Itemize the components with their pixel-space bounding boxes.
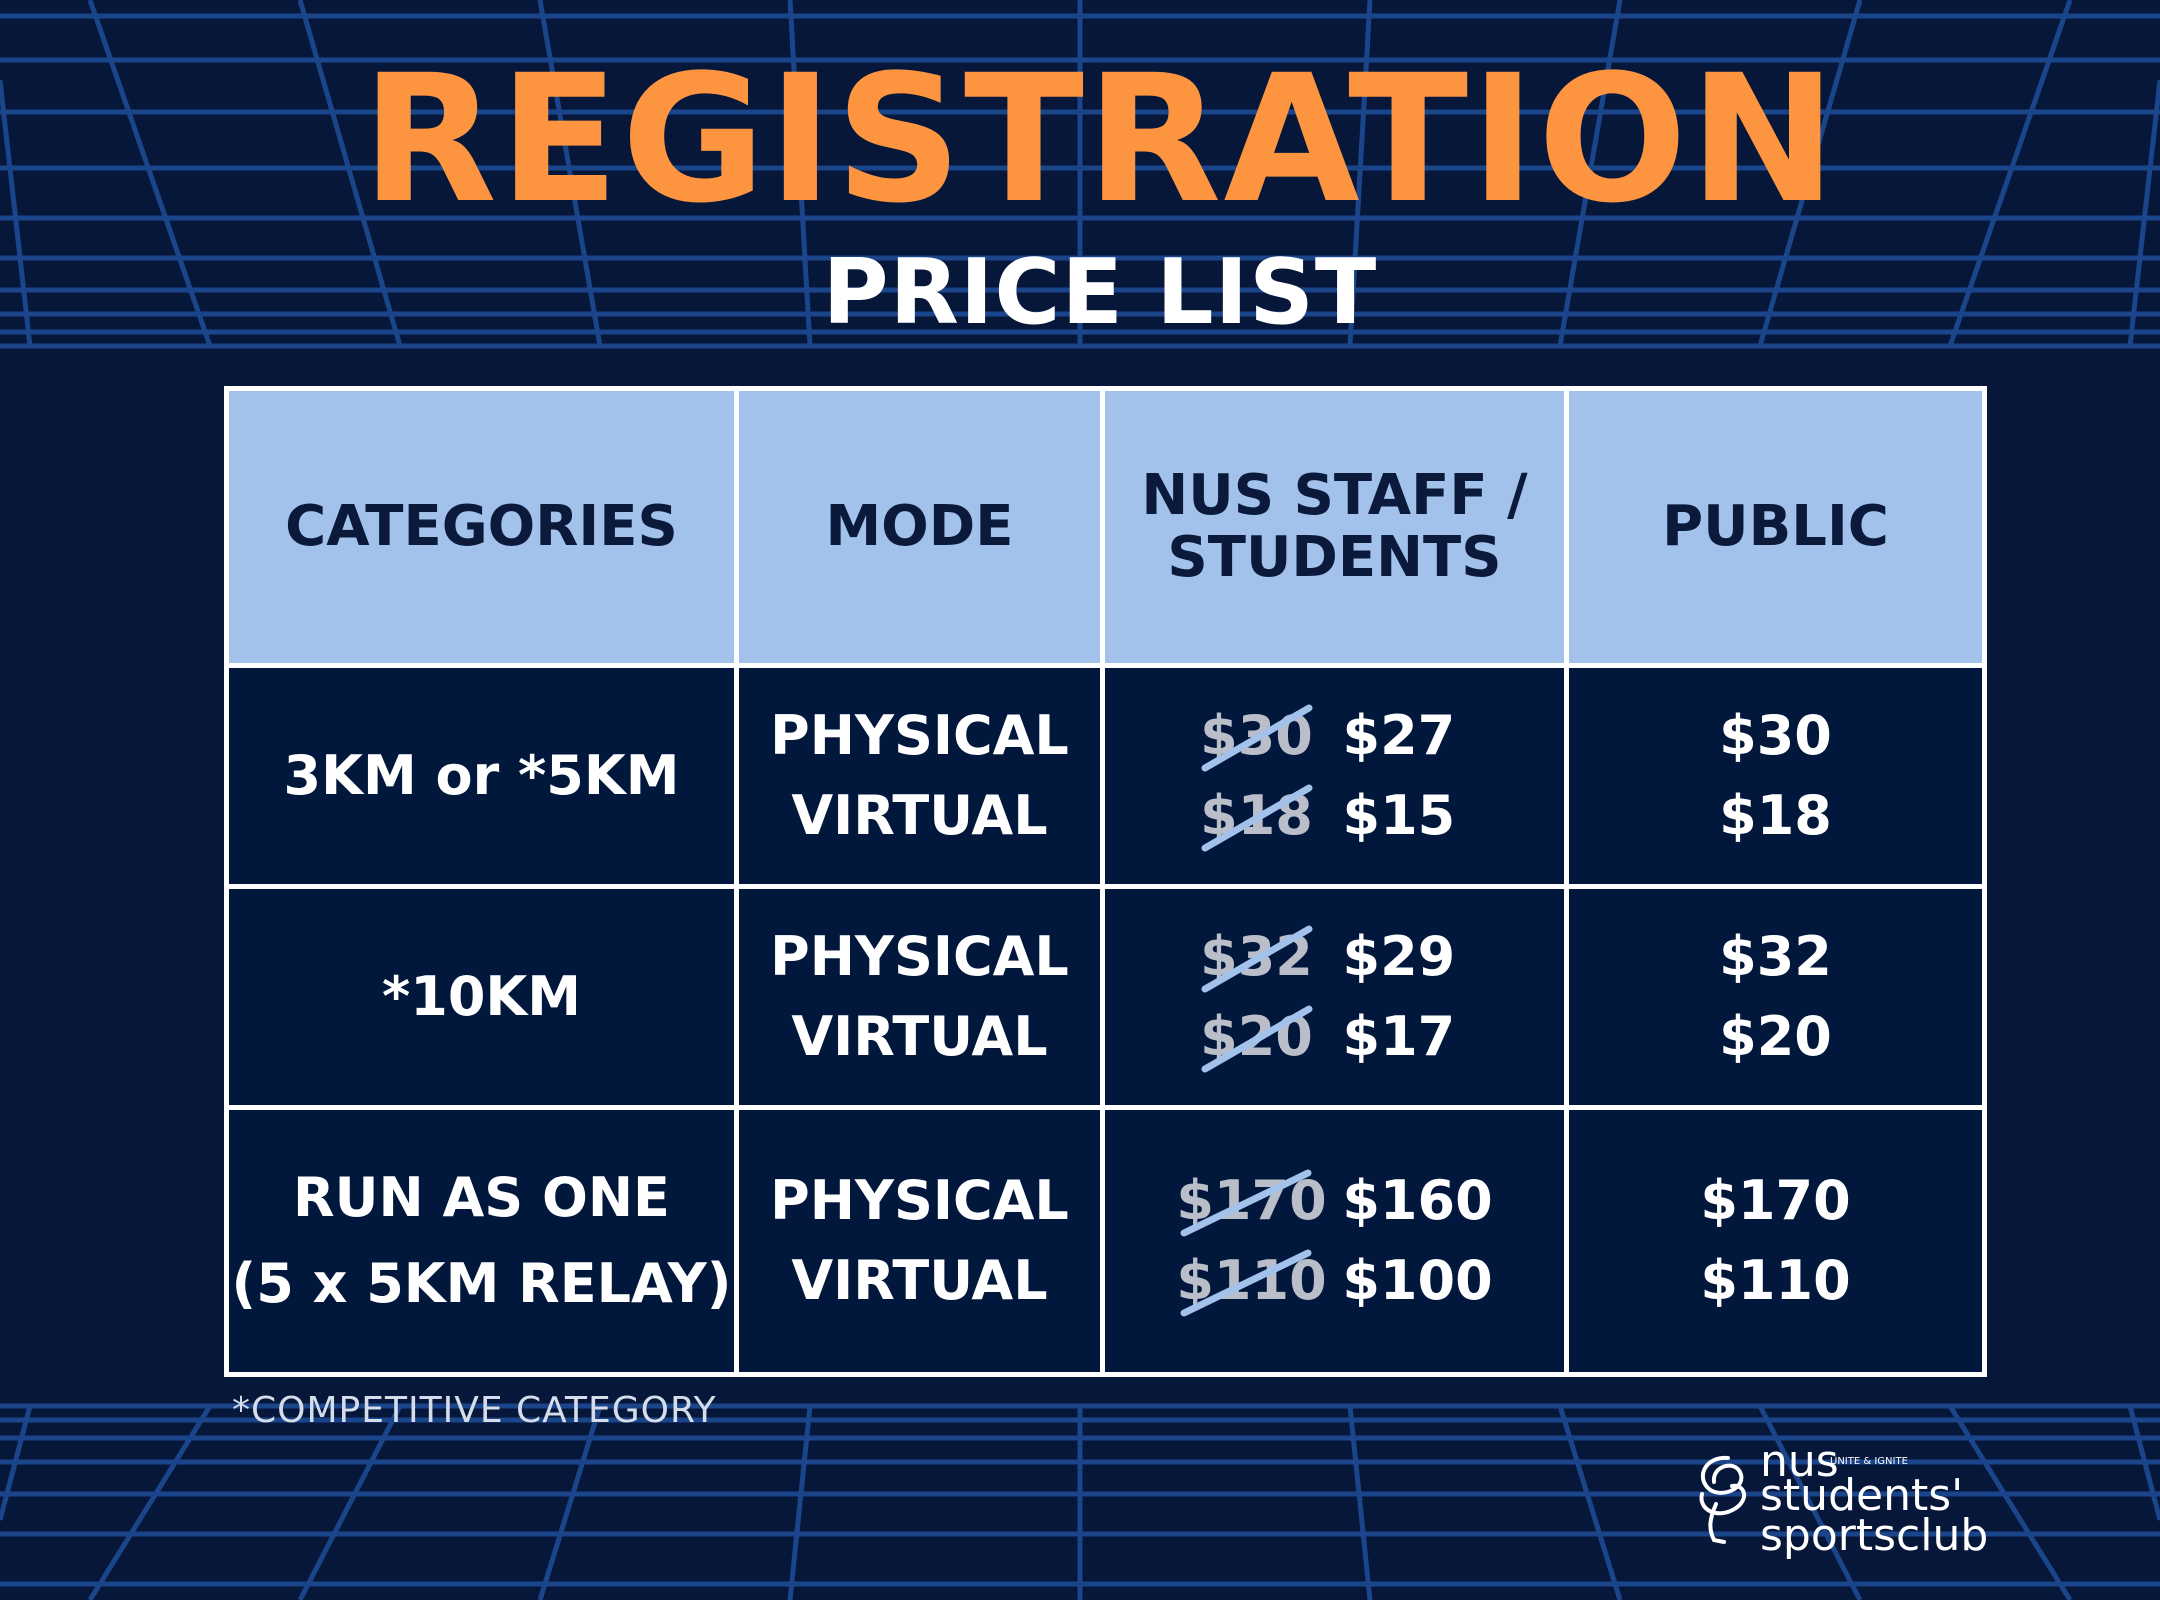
mode-virtual: VIRTUAL [791, 784, 1048, 847]
nus-price-physical: $170 $160 [1105, 1161, 1564, 1241]
discounted-price: $160 [1342, 1169, 1493, 1232]
page-subtitle: PRICE LIST [822, 240, 1378, 345]
nus-price-virtual: $18 $15 [1105, 776, 1564, 856]
category-label: 3KM or *5KM [283, 744, 680, 807]
mode-cell: PHYSICAL VIRTUAL [734, 1105, 1105, 1377]
header-mode: MODE [734, 386, 1105, 668]
nus-price-virtual: $20 $17 [1105, 997, 1564, 1077]
header-public: PUBLIC [1564, 386, 1987, 668]
public-price-physical: $170 [1700, 1169, 1851, 1232]
page-title: REGISTRATION [361, 37, 1839, 242]
discounted-price: $29 [1342, 925, 1456, 988]
discounted-price: $17 [1342, 1005, 1456, 1068]
table-row: 3KM or *5KM PHYSICAL VIRTUAL $30 $27 $18 $… [224, 663, 1987, 889]
logo-students-text: students' [1760, 1470, 1964, 1521]
header-nus-staff-students: NUS STAFF / STUDENTS [1100, 386, 1569, 668]
logo-nus-text: nus [1760, 1436, 1839, 1487]
mode-cell: PHYSICAL VIRTUAL [734, 884, 1105, 1110]
mode-virtual: VIRTUAL [791, 1005, 1048, 1068]
original-price: $110 [1176, 1241, 1327, 1321]
category-cell: RUN AS ONE (5 x 5KM RELAY) [224, 1105, 739, 1377]
public-price-cell: $32 $20 [1564, 884, 1987, 1110]
mode-physical: PHYSICAL [770, 704, 1069, 767]
original-price: $32 [1197, 917, 1317, 997]
header-nus-line-1: NUS STAFF / [1141, 463, 1528, 528]
original-price: $18 [1197, 776, 1317, 856]
public-price-cell: $30 $18 [1564, 663, 1987, 889]
public-price-physical: $32 [1719, 925, 1832, 988]
footnote-competitive-category: *COMPETITIVE CATEGORY [232, 1390, 717, 1431]
public-price-cell: $170 $110 [1564, 1105, 1987, 1377]
original-price: $30 [1197, 696, 1317, 776]
nus-price-cell: $170 $160 $110 $100 [1100, 1105, 1569, 1377]
original-price: $170 [1176, 1161, 1327, 1241]
public-price-physical: $30 [1719, 704, 1832, 767]
discounted-price: $100 [1342, 1249, 1493, 1312]
mode-physical: PHYSICAL [770, 1169, 1069, 1232]
price-table: CATEGORIES MODE NUS STAFF / STUDENTS PUB… [224, 386, 1987, 1377]
public-price-virtual: $20 [1719, 1005, 1832, 1068]
logo-tagline: UNITE & IGNITE [1830, 1456, 1908, 1467]
logo-sportsclub-text: sportsclub [1760, 1510, 1989, 1561]
original-price: $20 [1197, 997, 1317, 1077]
category-label: *10KM [382, 965, 581, 1028]
mode-cell: PHYSICAL VIRTUAL [734, 663, 1105, 889]
category-cell: 3KM or *5KM [224, 663, 739, 889]
discounted-price: $27 [1342, 704, 1456, 767]
header-categories: CATEGORIES [224, 386, 739, 668]
mode-physical: PHYSICAL [770, 925, 1069, 988]
public-price-virtual: $110 [1700, 1249, 1851, 1312]
category-cell: *10KM [224, 884, 739, 1110]
club-logo: nus UNITE & IGNITE students' sportsclub [1688, 1440, 2008, 1560]
table-row: RUN AS ONE (5 x 5KM RELAY) PHYSICAL VIRT… [224, 1105, 1987, 1377]
nus-price-physical: $30 $27 [1105, 696, 1564, 776]
runner-swirl-icon [1699, 1455, 1747, 1544]
category-label-line-2: (5 x 5KM RELAY) [231, 1252, 732, 1315]
public-price-virtual: $18 [1719, 784, 1832, 847]
table-row: *10KM PHYSICAL VIRTUAL $32 $29 $20 $17 $32… [224, 884, 1987, 1110]
nus-price-cell: $30 $27 $18 $15 [1100, 663, 1569, 889]
header-nus-line-2: STUDENTS [1167, 525, 1502, 590]
nus-price-virtual: $110 $100 [1105, 1241, 1564, 1321]
mode-virtual: VIRTUAL [791, 1249, 1048, 1312]
discounted-price: $15 [1342, 784, 1456, 847]
category-label-line-1: RUN AS ONE [293, 1166, 670, 1229]
nus-price-physical: $32 $29 [1105, 917, 1564, 997]
table-header-row: CATEGORIES MODE NUS STAFF / STUDENTS PUB… [224, 386, 1987, 668]
nus-price-cell: $32 $29 $20 $17 [1100, 884, 1569, 1110]
